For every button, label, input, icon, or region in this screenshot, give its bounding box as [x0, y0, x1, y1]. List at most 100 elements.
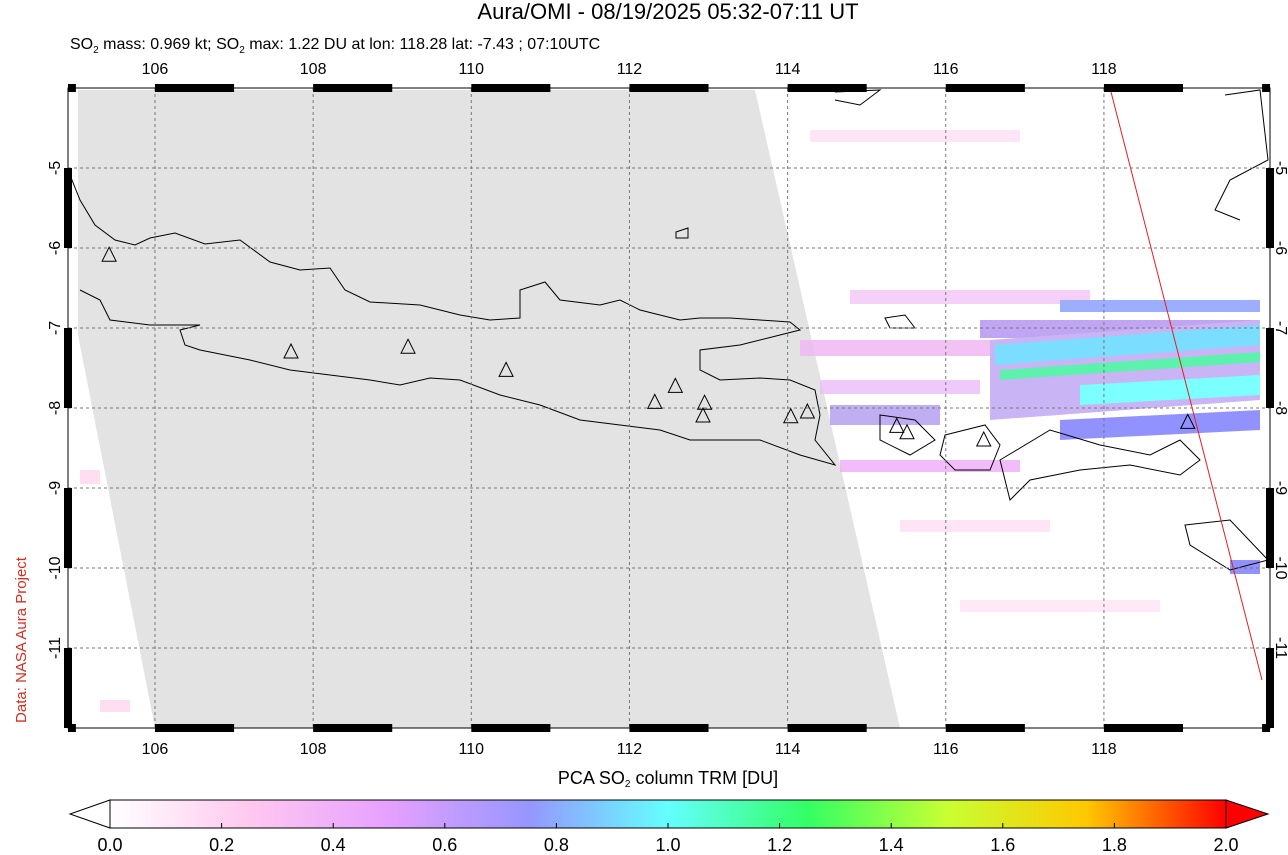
subtitle-part: SO	[70, 36, 93, 53]
y-tick-label-left: -8	[47, 401, 64, 415]
frame-bar	[1103, 724, 1184, 732]
colorbar-tick-label: 0.8	[544, 835, 569, 855]
colorbar-tick-label: 0.2	[209, 835, 234, 855]
frame-bar	[945, 84, 1025, 92]
frame-bar	[945, 724, 1025, 732]
frame-bar	[1266, 168, 1274, 248]
y-tick-label-left: -10	[47, 556, 64, 579]
x-tick-label-top: 112	[617, 61, 643, 78]
y-tick-label-right: -9	[1272, 481, 1288, 495]
y-tick-label-left: -5	[47, 161, 64, 175]
x-tick-label-bottom: 110	[459, 741, 485, 758]
frame-bar	[629, 84, 709, 92]
frame-bar	[1266, 328, 1274, 408]
y-tick-label-right: -6	[1272, 241, 1288, 255]
x-tick-label-top: 108	[300, 61, 327, 78]
x-tick-label-top: 114	[775, 61, 801, 78]
y-tick-label-right: -7	[1272, 321, 1288, 335]
colorbar-tick-label: 2.0	[1213, 835, 1238, 855]
volcano	[975, 430, 992, 447]
volcano	[695, 406, 711, 423]
colorbar-tick-label: 1.6	[990, 835, 1015, 855]
subtitle-part: mass: 0.969 kt; SO	[99, 36, 240, 53]
frame-bar	[154, 724, 235, 732]
volcano	[782, 407, 799, 424]
frame-bar	[64, 648, 72, 728]
y-tick-label-left: -9	[47, 481, 64, 495]
colorbar-tick-label: 0.6	[432, 835, 457, 855]
subtitle-part: max: 1.22 DU at lon: 118.28 lat: -7.43 ;…	[245, 36, 600, 53]
orbit-track	[1109, 88, 1263, 681]
frame-bar	[787, 724, 867, 732]
x-tick-label-bottom: 108	[300, 741, 327, 758]
volcano	[498, 361, 514, 377]
so2-pixels	[80, 130, 1260, 712]
x-tick-label-bottom: 116	[933, 741, 959, 758]
frame-bar	[471, 724, 551, 732]
x-tick-label-bottom: 112	[617, 741, 643, 758]
frame	[64, 84, 1274, 732]
frame-bar	[1266, 648, 1274, 728]
volcano	[1179, 413, 1196, 429]
title: Aura/OMI - 08/19/2025 05:32-07:11 UT	[477, 0, 858, 24]
x-tick-label-top: 116	[933, 61, 959, 78]
x-tick-label-bottom: 114	[775, 741, 801, 758]
colorbar-tick-label: 1.0	[655, 835, 680, 855]
subtitle-part: 2	[93, 45, 99, 56]
frame-bar	[787, 84, 867, 92]
x-tick-label-bottom: 106	[142, 741, 169, 758]
frame-bar	[68, 84, 76, 92]
frame-bar	[313, 84, 393, 92]
frame-bar	[64, 488, 72, 568]
colorbar-high-arrow	[1225, 799, 1270, 829]
volcano	[646, 393, 663, 409]
y-tick-label-right: -10	[1272, 556, 1288, 579]
coastlines	[68, 89, 1269, 571]
frame-bar	[313, 724, 393, 732]
volcano	[101, 246, 117, 262]
frame-bar	[629, 724, 709, 732]
subtitle-part: 2	[239, 45, 245, 56]
no-data-swath	[78, 90, 900, 728]
x-tick-label-top: 110	[459, 61, 485, 78]
map-content	[68, 88, 1270, 728]
volcano	[899, 423, 915, 440]
colorbar-label-part: 2	[625, 779, 631, 790]
y-tick-label-right: -8	[1272, 401, 1288, 415]
colorbar-tick-label: 0.0	[97, 835, 122, 855]
subtitle: SO2 mass: 0.969 kt; SO2 max: 1.22 DU at …	[70, 36, 600, 56]
y-tick-label-right: -11	[1272, 637, 1288, 659]
axes: 106 106 108 108 110 110 112 112 114 114 116 116 118 1…	[47, 61, 1288, 758]
volcanoes	[101, 246, 1196, 447]
frame-bar	[64, 168, 72, 248]
frame-bar	[1262, 84, 1270, 92]
grid	[68, 88, 1270, 728]
colorbar: 0.0 0.2 0.4 0.6 0.8 1.0 1.2 1.4 1.6 1.8 2.0	[68, 799, 1270, 855]
colorbar-tick-label: 1.8	[1102, 835, 1127, 855]
y-tick-label-right: -5	[1272, 161, 1288, 175]
x-tick-label-top: 106	[142, 61, 169, 78]
frame-bar	[154, 84, 235, 92]
colorbar-label: PCA SO2 column TRM [DU]	[558, 768, 778, 790]
y-tick-label-left: -11	[47, 637, 64, 659]
volcano	[799, 402, 816, 419]
volcano	[696, 394, 713, 410]
colorbar-low-arrow	[68, 799, 111, 829]
frame-bar	[64, 328, 72, 408]
x-tick-label-top: 118	[1091, 61, 1117, 78]
colorbar-tick-label: 1.4	[879, 835, 904, 855]
volcano	[667, 377, 684, 393]
frame-bar	[471, 84, 551, 92]
frame-bar	[1266, 488, 1274, 568]
y-tick-label-left: -7	[47, 321, 64, 335]
frame-bar	[1103, 84, 1184, 92]
colorbar-tick-label: 1.2	[767, 835, 792, 855]
colorbar-label-part: column TRM [DU]	[630, 768, 778, 788]
volcano	[888, 417, 905, 433]
credit: Data: NASA Aura Project	[13, 556, 30, 723]
y-tick-label-left: -6	[47, 241, 64, 255]
volcano	[283, 342, 299, 359]
volcano	[400, 338, 416, 354]
